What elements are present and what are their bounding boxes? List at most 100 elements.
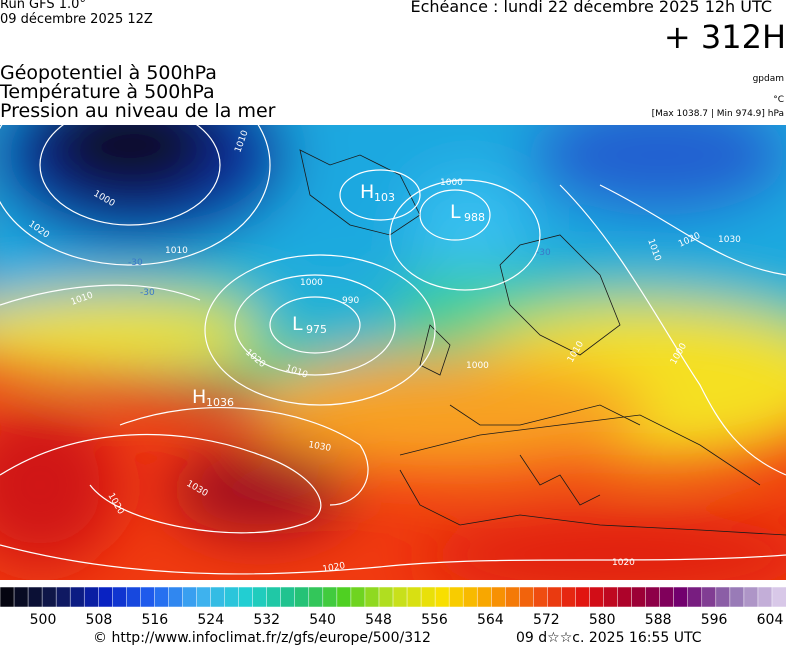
field: Température à 500hPa: [0, 81, 215, 103]
isobar-label: 1010: [165, 246, 188, 256]
colorbar-label: 588: [645, 612, 672, 628]
color-swatch: [448, 586, 464, 608]
temperature-label: -30: [536, 248, 551, 258]
color-swatch: [617, 586, 633, 608]
color-swatch: [69, 586, 85, 608]
center-letter: L: [450, 201, 461, 223]
color-swatch: [771, 586, 786, 608]
color-swatch: [645, 586, 661, 608]
color-swatch: [266, 586, 282, 608]
color-swatch: [41, 586, 57, 608]
color-swatch: [701, 586, 717, 608]
color-swatch: [364, 586, 380, 608]
colorbar-label: 604: [757, 612, 784, 628]
isobar-label: 1020: [322, 561, 347, 575]
color-swatch: [729, 586, 745, 608]
temperature-label: -30: [140, 288, 155, 298]
color-swatch: [280, 586, 296, 608]
color-swatch: [378, 586, 394, 608]
color-swatch: [13, 586, 29, 608]
color-swatch: [547, 586, 563, 608]
color-swatch: [154, 586, 170, 608]
isobar-label: 990: [342, 296, 359, 306]
isobars: [0, 125, 786, 575]
color-swatch: [168, 586, 184, 608]
center-value: 103: [374, 191, 395, 204]
color-swatch: [336, 586, 352, 608]
source: © http://www.infoclimat.fr/z/gfs/europe/…: [93, 630, 431, 646]
isobar-label: 1020: [612, 558, 635, 568]
colorbar-label: 564: [477, 612, 504, 628]
valid-time: Echéance : lundi 22 décembre 2025 12h UT…: [410, 0, 772, 16]
colorbar-label: 532: [253, 612, 280, 628]
colorbar-label: 572: [533, 612, 560, 628]
coastlines: [299, 149, 786, 536]
color-swatch: [350, 586, 366, 608]
color-swatch: [715, 586, 731, 608]
run: Run GFS 1.0°: [0, 0, 86, 12]
isobar-label: 1030: [718, 235, 741, 245]
isobar-label: 1000: [440, 178, 463, 188]
colorbar: 500 508 516 524 532 540 548 556 564 572 580 588 596 6…: [0, 586, 786, 628]
color-swatch: [589, 586, 605, 608]
run-date: 09 décembre 2025 12Z: [0, 12, 153, 27]
unit: [Max 1038.7 | Min 974.9] hPa: [651, 109, 784, 119]
color-swatch: [140, 586, 156, 608]
color-swatch: [392, 586, 408, 608]
generated: 09 d☆☆c. 2025 16:55 UTC: [516, 630, 702, 646]
center-value: 988: [464, 211, 485, 224]
color-swatch: [224, 586, 240, 608]
temperature-field: [0, 125, 786, 580]
isobar-label: 1000: [466, 361, 489, 371]
color-swatch: [575, 586, 591, 608]
color-swatch: [476, 586, 493, 608]
color-swatch: [505, 586, 521, 608]
color-swatch: [294, 586, 310, 608]
colorbar-label: 596: [701, 612, 728, 628]
color-swatch: [462, 586, 478, 608]
colorbar-label: 556: [421, 612, 448, 628]
isobar-label: 1030: [307, 440, 332, 454]
color-swatch: [434, 586, 450, 608]
center-letter: L: [292, 313, 303, 335]
center-value: 975: [306, 323, 327, 336]
colorbar-label: 580: [589, 612, 616, 628]
field: Pression au niveau de la mer: [0, 100, 276, 122]
unit: gpdam: [752, 74, 784, 84]
center-letter: H: [360, 181, 374, 203]
center-value: 1036: [206, 396, 234, 409]
color-swatch: [238, 586, 254, 608]
color-swatch: [0, 586, 15, 608]
color-swatch: [308, 586, 324, 608]
color-swatch: [673, 586, 689, 608]
color-swatch: [659, 586, 675, 608]
color-swatch: [491, 586, 507, 608]
color-swatch: [757, 586, 773, 608]
color-swatch: [687, 586, 703, 608]
lead-time: + 312H: [663, 18, 786, 56]
color-swatch: [252, 586, 268, 608]
color-swatch: [98, 586, 114, 608]
color-swatch: [406, 586, 422, 608]
isobar-label: 1000: [300, 278, 323, 288]
color-swatch: [112, 586, 128, 608]
colorbar-label: 516: [141, 612, 168, 628]
color-swatch: [631, 586, 647, 608]
temperature-label: -30: [128, 258, 143, 268]
color-swatch: [603, 586, 619, 608]
color-swatch: [83, 586, 100, 608]
colorbar-label: 548: [365, 612, 392, 628]
color-swatch: [182, 586, 198, 608]
center-letter: H: [192, 386, 206, 408]
color-swatch: [210, 586, 226, 608]
colorbar-label: 524: [197, 612, 224, 628]
color-swatch: [55, 586, 71, 608]
unit: °C: [773, 95, 784, 105]
color-swatch: [519, 586, 535, 608]
color-swatch: [561, 586, 577, 608]
colorbar-label: 500: [30, 612, 57, 628]
field: Géopotentiel à 500hPa: [0, 62, 217, 84]
color-swatch: [27, 586, 43, 608]
